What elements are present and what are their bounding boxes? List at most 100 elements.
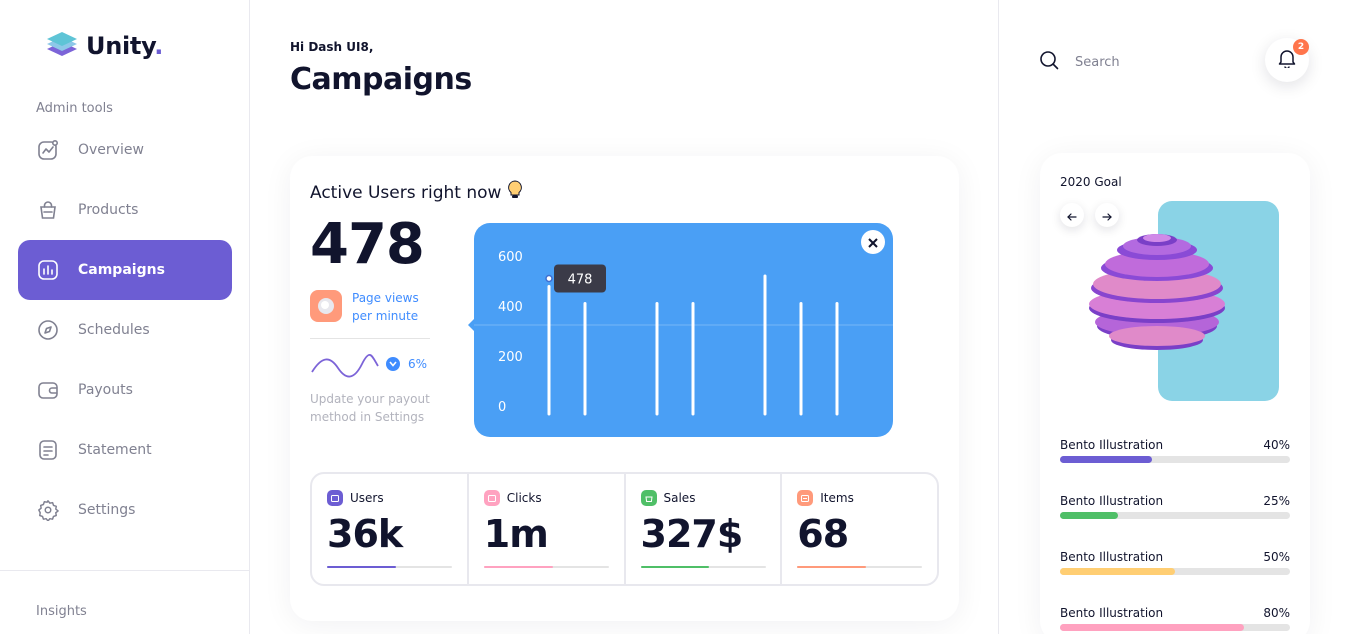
stat-value: 1m	[483, 512, 549, 556]
chart-canvas: 600 400 200 0 478	[474, 250, 893, 416]
stat-header: Sales	[640, 490, 696, 506]
progress-track	[1060, 624, 1290, 631]
y-tick-label: 600	[498, 250, 523, 265]
admin-tools-label: Admin tools	[36, 101, 113, 116]
stat-header: Users	[327, 490, 384, 506]
page-views-icon	[310, 290, 342, 322]
sidebar-item-label: Schedules	[78, 322, 150, 338]
stat-progress-fill	[483, 566, 553, 568]
goal-percent: 80%	[1263, 606, 1290, 620]
chart-pointer	[468, 319, 474, 331]
search-input[interactable]	[1075, 54, 1225, 70]
goal-percent: 50%	[1263, 550, 1290, 564]
stat-value: 327$	[640, 512, 744, 556]
sidebar-item-label: Payouts	[78, 382, 133, 398]
stat-sales[interactable]: Sales 327$	[626, 474, 783, 584]
stat-users[interactable]: Users 36k	[312, 474, 469, 584]
sidebar: Unity. Admin tools Overview Products Cam…	[0, 0, 250, 634]
sidebar-item-overview[interactable]: Overview	[18, 120, 232, 180]
stat-header: Clicks	[483, 490, 542, 506]
stats-row: Users 36k Clicks 1m Sales 327$	[310, 472, 939, 586]
folder-icon	[327, 490, 343, 506]
stat-value: 68	[797, 512, 849, 556]
notifications-button[interactable]: 2	[1265, 38, 1309, 82]
document-icon	[36, 438, 60, 462]
active-users-count: 478	[310, 212, 425, 277]
sidebar-item-label: Overview	[78, 142, 144, 158]
sidebar-item-label: Campaigns	[78, 262, 165, 278]
progress-track	[1060, 512, 1290, 519]
arrow-left-icon	[1067, 206, 1077, 225]
stat-clicks[interactable]: Clicks 1m	[469, 474, 626, 584]
bag-icon	[640, 490, 657, 506]
sidebar-item-label: Statement	[78, 442, 152, 458]
logo-icon	[46, 30, 78, 62]
update-payout-text: Update your payout method in Settings	[310, 392, 430, 424]
goal-label: Bento Illustration	[1060, 438, 1164, 452]
search-icon[interactable]	[1039, 50, 1059, 74]
bar-chart-icon	[36, 258, 60, 282]
stat-items[interactable]: Items 68	[782, 474, 937, 584]
logo[interactable]: Unity.	[46, 30, 163, 62]
stat-progress	[327, 566, 452, 568]
goal-title: 2020 Goal	[1060, 175, 1122, 189]
goal-progress-1: Bento Illustration 40%	[1060, 438, 1290, 463]
card-title: Active Users right now	[310, 180, 523, 205]
prev-button[interactable]	[1060, 203, 1084, 227]
chart-point	[545, 274, 553, 283]
sidebar-item-settings[interactable]: Settings	[18, 480, 232, 540]
close-icon	[868, 233, 878, 252]
y-tick-label: 0	[498, 400, 506, 415]
sidebar-item-label: Settings	[78, 502, 136, 518]
stat-label: Sales	[663, 491, 696, 505]
sidebar-item-products[interactable]: Products	[18, 180, 232, 240]
goal-label: Bento Illustration	[1060, 606, 1164, 620]
close-chart-button[interactable]	[861, 230, 885, 254]
chart-line-icon	[36, 138, 60, 162]
sidebar-item-schedules[interactable]: Schedules	[18, 300, 232, 360]
chevron-down-icon	[386, 357, 400, 371]
growth-value: 6%	[408, 357, 428, 371]
greeting: Hi Dash UI8,	[290, 40, 374, 54]
progress-track	[1060, 456, 1290, 463]
sidebar-item-campaigns[interactable]: Campaigns	[18, 240, 232, 300]
progress-fill	[1060, 624, 1244, 631]
page-title: Campaigns	[290, 62, 472, 97]
notification-badge: 2	[1293, 39, 1309, 55]
goal-progress-3: Bento Illustration 50%	[1060, 550, 1290, 575]
stat-progress-fill	[640, 566, 710, 568]
sidebar-divider	[0, 570, 249, 571]
gear-icon	[36, 498, 60, 522]
goal-progress-4: Bento Illustration 80%	[1060, 606, 1290, 631]
sidebar-item-statement[interactable]: Statement	[18, 420, 232, 480]
goal-percent: 40%	[1263, 438, 1290, 452]
stat-value: 36k	[327, 512, 403, 556]
stat-label: Users	[350, 491, 384, 505]
goal-progress-2: Bento Illustration 25%	[1060, 494, 1290, 519]
active-users-card: Active Users right now 478 Page views pe…	[290, 156, 959, 621]
next-button[interactable]	[1095, 203, 1119, 227]
right-panel: 2 2020 Goal	[998, 0, 1347, 634]
wallet-icon	[36, 378, 60, 402]
active-users-chart: 600 400 200 0 478	[468, 223, 893, 437]
stat-label: Clicks	[506, 491, 542, 505]
y-tick-label: 400	[498, 300, 523, 315]
stat-header: Items	[797, 490, 854, 506]
stat-progress	[797, 566, 923, 568]
goal-label: Bento Illustration	[1060, 494, 1164, 508]
progress-fill	[1060, 456, 1152, 463]
growth-indicator: 6%	[386, 357, 427, 371]
box-icon	[797, 490, 814, 506]
bento-illustration-image	[1089, 234, 1225, 350]
stat-progress-fill	[797, 566, 866, 568]
shopping-bag-icon	[36, 198, 60, 222]
goal-card: 2020 Goal	[1040, 153, 1310, 634]
stat-progress	[640, 566, 766, 568]
stat-progress	[483, 566, 609, 568]
sidebar-item-label: Products	[78, 202, 139, 218]
goal-percent: 25%	[1263, 494, 1290, 508]
stat-label: Items	[820, 491, 854, 505]
y-tick-label: 200	[498, 350, 523, 365]
sidebar-item-payouts[interactable]: Payouts	[18, 360, 232, 420]
card-title-text: Active Users right now	[310, 182, 502, 203]
